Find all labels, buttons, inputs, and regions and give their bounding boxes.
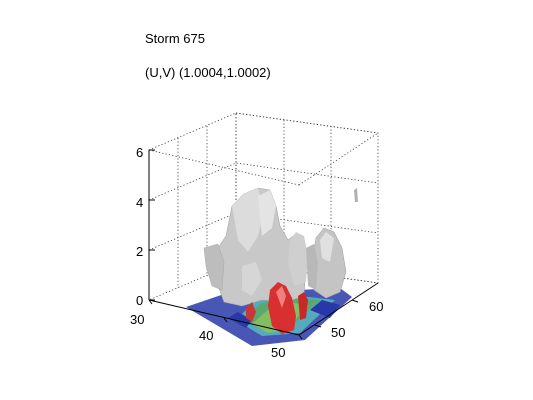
chart-title: Storm 675 (145, 31, 205, 46)
rain-cores (246, 282, 308, 334)
y-tick-label: 60 (369, 299, 383, 314)
x-tick-label: 30 (130, 312, 144, 327)
z-tick-label: 2 (136, 244, 143, 259)
z-tick-label: 0 (136, 293, 143, 308)
chart-subtitle: (U,V) (1.0004,1.0002) (145, 65, 271, 80)
y-tick-label: 50 (331, 325, 345, 340)
axes-lines (148, 149, 379, 340)
x-tick-label: 50 (271, 345, 285, 360)
z-tick-label: 6 (136, 145, 143, 160)
plot-area: 0 2 4 6 30 40 50 50 60 (130, 112, 383, 360)
isosurface (203, 187, 358, 307)
z-tick-label: 4 (136, 195, 143, 210)
x-tick-label: 40 (199, 328, 213, 343)
